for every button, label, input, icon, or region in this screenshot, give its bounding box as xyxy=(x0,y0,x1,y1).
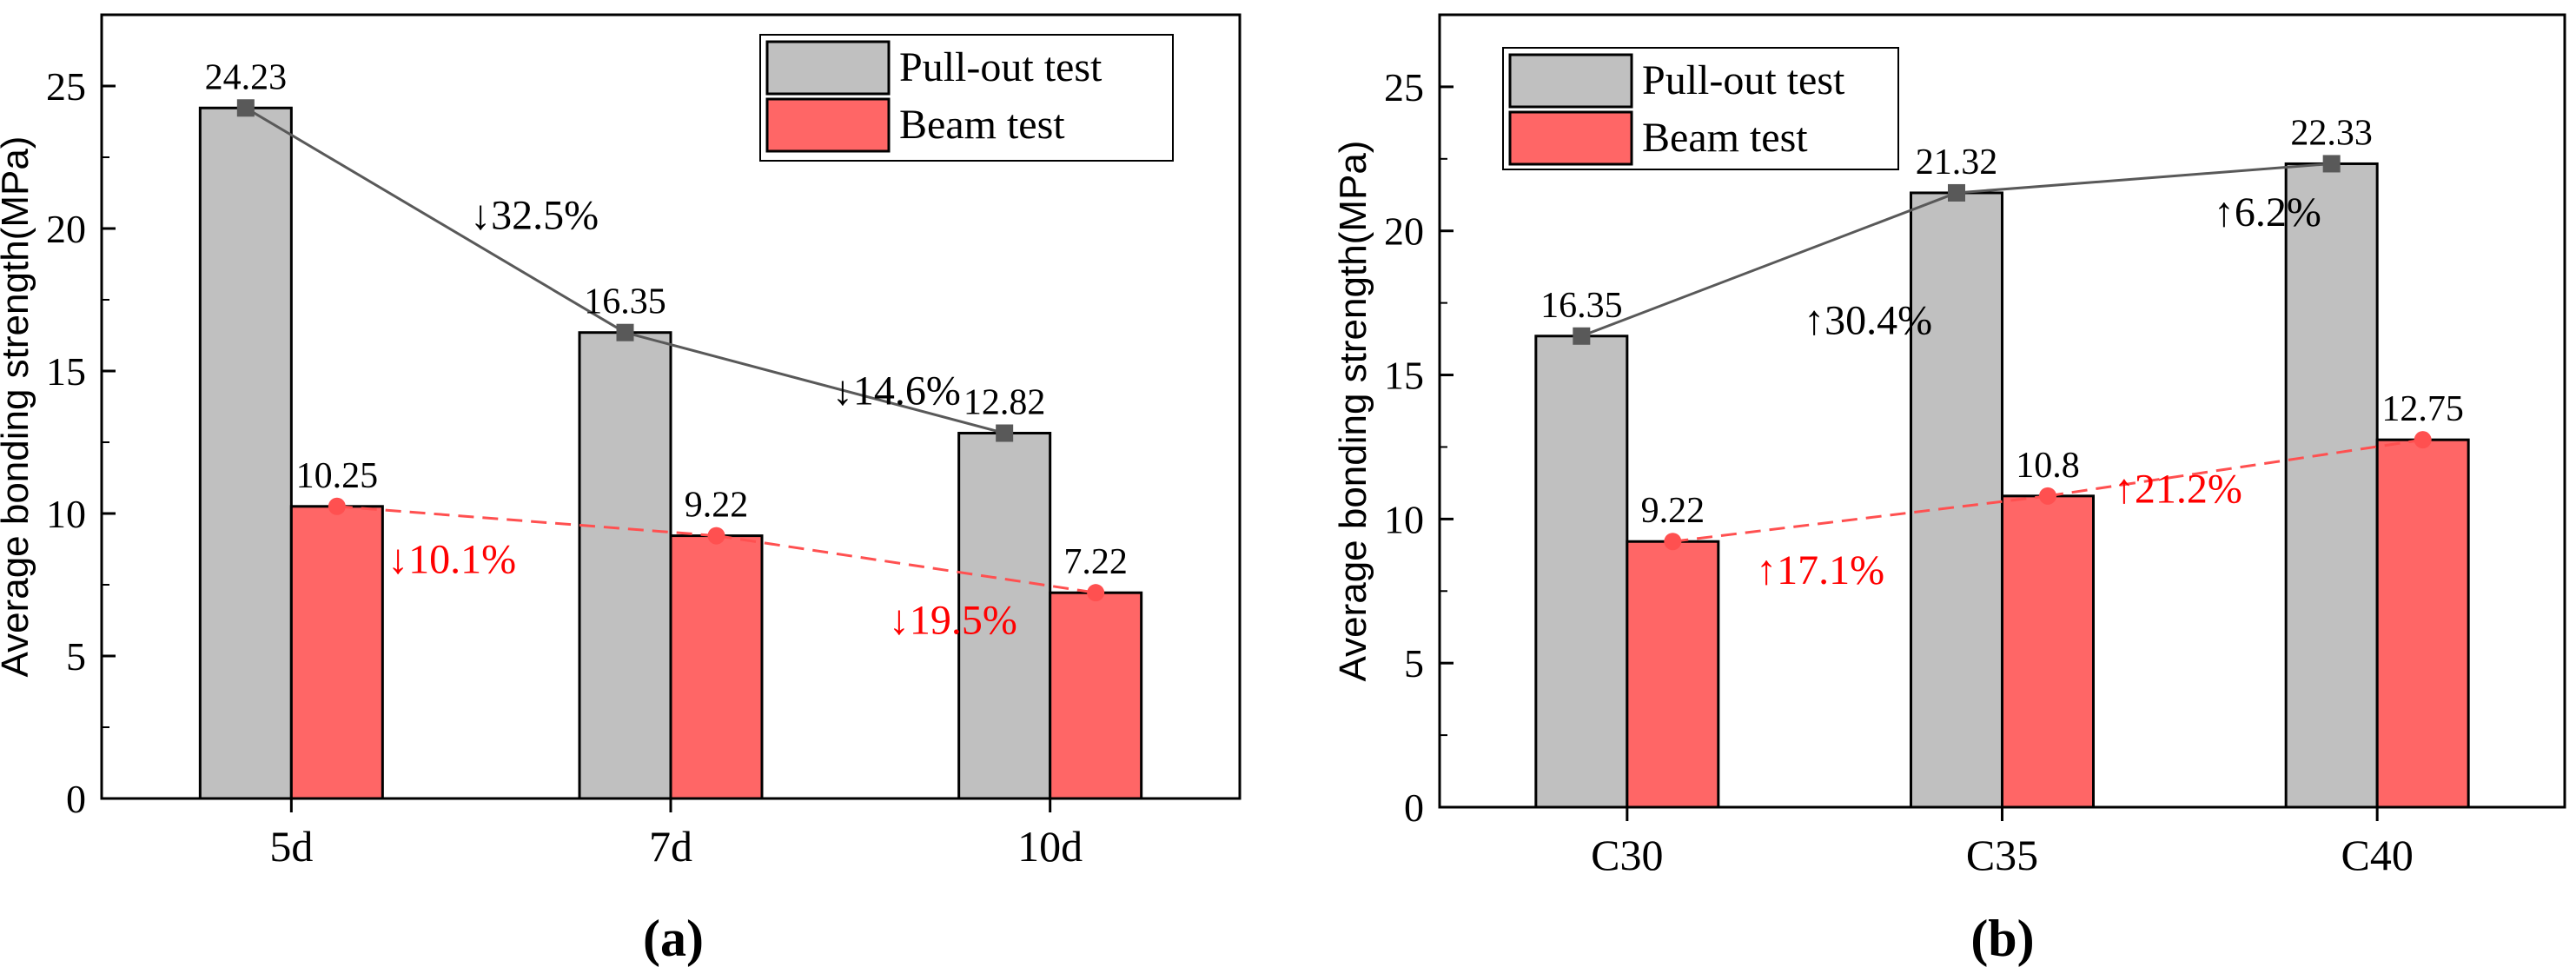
y-tick-label: 15 xyxy=(1384,354,1424,398)
bar-pullout xyxy=(2284,162,2379,809)
panel-label: (a) xyxy=(643,910,704,967)
y-tick-label: 20 xyxy=(1384,209,1424,254)
trend-line-segment xyxy=(1956,162,2332,195)
bar-pullout xyxy=(1534,335,1629,809)
x-tick-label: 7d xyxy=(649,822,692,871)
legend-label: Pull-out test xyxy=(1642,57,1845,103)
data-label: 12.75 xyxy=(2381,389,2464,429)
bar-pullout xyxy=(198,106,293,800)
y-tick-label: 20 xyxy=(46,207,86,251)
data-label: 12.82 xyxy=(964,383,1046,423)
y-axis-label: Average bonding strength(MPa) xyxy=(0,136,36,678)
bar-beam xyxy=(2375,438,2470,809)
data-label: 9.22 xyxy=(685,486,749,526)
data-label: 22.33 xyxy=(2290,113,2373,153)
legend-swatch xyxy=(765,40,891,96)
y-tick-label: 5 xyxy=(66,634,86,679)
y-tick-label: 10 xyxy=(1384,497,1424,541)
data-marker-circle xyxy=(2414,431,2432,449)
trend-line-segment xyxy=(716,534,1096,594)
data-marker-circle xyxy=(707,527,725,545)
percent-change-annotation: ↓32.5% xyxy=(470,192,599,238)
x-tick-label: C40 xyxy=(2341,831,2413,879)
trend-line-segment xyxy=(336,505,717,538)
legend-swatch xyxy=(1508,53,1633,109)
y-tick-label: 25 xyxy=(46,64,86,109)
percent-change-annotation: ↑17.1% xyxy=(1756,547,1884,593)
y-tick-label: 0 xyxy=(1404,785,1424,830)
y-tick-label: 10 xyxy=(46,492,86,536)
y-tick-label: 5 xyxy=(1404,641,1424,686)
data-label: 9.22 xyxy=(1641,491,1705,531)
y-tick-label: 0 xyxy=(66,777,86,821)
legend-label: Pull-out test xyxy=(899,44,1103,90)
data-label: 21.32 xyxy=(1916,142,1998,182)
data-label: 16.35 xyxy=(584,282,666,322)
data-label: 16.35 xyxy=(1540,286,1623,326)
trend-line-segment xyxy=(625,331,1005,434)
legend-swatch xyxy=(1508,110,1633,166)
x-tick-label: 5d xyxy=(269,822,313,871)
legend-swatch xyxy=(765,97,891,153)
legend-label: Beam test xyxy=(1642,115,1808,161)
panel-label: (b) xyxy=(1970,910,2034,967)
chart-panel-a: 0 5 10 15 20 25 Average bonding strength(MPa) 5… xyxy=(0,13,1242,967)
data-label: 24.23 xyxy=(205,57,288,97)
data-marker-circle xyxy=(328,497,346,515)
percent-change-annotation: ↑21.2% xyxy=(2114,466,2242,512)
percent-change-annotation: ↓10.1% xyxy=(387,537,516,583)
data-marker-circle xyxy=(2039,487,2056,505)
bar-beam xyxy=(1049,591,1143,800)
percent-change-annotation: ↑6.2% xyxy=(2214,189,2321,235)
percent-change-annotation: ↑30.4% xyxy=(1804,297,1932,343)
bar-pullout xyxy=(578,331,672,800)
bar-beam xyxy=(669,534,764,800)
percent-change-annotation: ↓14.6% xyxy=(832,368,961,414)
bar-pullout xyxy=(957,432,1052,800)
y-tick-label: 25 xyxy=(1384,65,1424,109)
y-tick-label: 15 xyxy=(46,349,86,394)
bar-beam xyxy=(289,505,384,800)
trend-line-segment xyxy=(245,106,626,335)
trend-line-segment xyxy=(1672,494,2049,543)
data-marker-circle xyxy=(1664,533,1682,551)
data-label: 7.22 xyxy=(1063,542,1128,582)
bar-pullout xyxy=(1910,191,2003,809)
data-marker-square xyxy=(1573,327,1591,345)
trend-line-segment xyxy=(2047,438,2423,498)
data-label: 10.25 xyxy=(296,456,379,496)
y-axis-label: Average bonding strength(MPa) xyxy=(1332,141,1374,682)
data-marker-circle xyxy=(1087,584,1105,602)
x-tick-label: C35 xyxy=(1966,831,2038,879)
data-marker-square xyxy=(616,323,634,341)
data-marker-square xyxy=(236,99,255,117)
data-label: 10.8 xyxy=(2016,446,2080,486)
x-tick-label: C30 xyxy=(1591,831,1663,879)
data-marker-square xyxy=(2322,155,2341,173)
legend-label: Beam test xyxy=(899,102,1065,148)
x-tick-label: 10d xyxy=(1017,822,1083,871)
bar-beam xyxy=(1626,540,1720,809)
percent-change-annotation: ↓19.5% xyxy=(889,597,1017,643)
data-marker-square xyxy=(1948,183,1965,202)
bar-beam xyxy=(2001,494,2095,809)
data-marker-square xyxy=(996,424,1014,442)
trend-line-segment xyxy=(1580,191,1957,338)
